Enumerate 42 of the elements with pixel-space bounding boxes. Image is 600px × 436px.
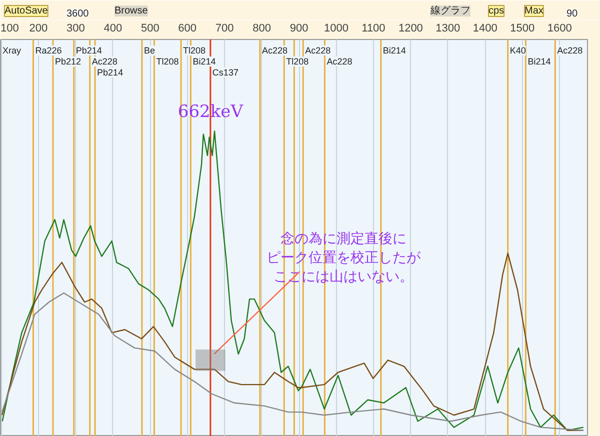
x-tick-label: 1000 bbox=[324, 22, 348, 34]
ref-line-label: Bi214 bbox=[528, 56, 551, 66]
ref-line-label: K40 bbox=[510, 46, 526, 56]
text: Browse bbox=[114, 6, 148, 16]
ref-line-label: Ra226 bbox=[35, 46, 62, 56]
x-tick-label: 900 bbox=[290, 22, 308, 34]
ref-line-label: Ac228 bbox=[557, 46, 583, 56]
text: Xray bbox=[2, 46, 22, 56]
x-tick-label: 700 bbox=[215, 22, 234, 34]
ref-line-label: Ac228 bbox=[326, 56, 352, 66]
x-tick-label: 1300 bbox=[436, 22, 460, 34]
ref-line-label: Tl208 bbox=[286, 56, 309, 66]
ref-line-label: Pb214 bbox=[76, 46, 102, 56]
x-tick-label: 400 bbox=[104, 22, 122, 34]
x-tick-label: 1600 bbox=[547, 22, 572, 34]
text: cps bbox=[488, 6, 504, 16]
x-tick-label: 500 bbox=[140, 22, 160, 34]
x-tick-label: 1100 bbox=[362, 22, 386, 34]
ref-line-label: Bi214 bbox=[192, 56, 216, 66]
ref-line-label: Be bbox=[144, 46, 155, 56]
ref-line-label: Pb214 bbox=[97, 68, 124, 78]
ref-line-label: Ac228 bbox=[92, 56, 118, 66]
x-tick-label: 1200 bbox=[398, 22, 423, 34]
ref-line-label: Tl208 bbox=[183, 46, 206, 56]
text: 線グラフ bbox=[430, 6, 470, 16]
ref-line-label: Ac228 bbox=[305, 46, 331, 56]
ref-line-label: Pb212 bbox=[54, 56, 82, 66]
x-tick-label: 1500 bbox=[510, 22, 535, 34]
x-tick-label: 800 bbox=[252, 22, 271, 34]
ref-line-label: Cs137 bbox=[212, 68, 238, 78]
text: AutoSave bbox=[4, 6, 48, 16]
ref-line-label: Ac228 bbox=[262, 46, 288, 56]
x-tick-label: 200 bbox=[29, 22, 48, 34]
text: Max bbox=[524, 6, 544, 16]
x-tick-label: 100 bbox=[0, 22, 19, 34]
ref-line-label: Tl208 bbox=[156, 56, 179, 66]
text: 3600 bbox=[66, 8, 90, 20]
ref-line-label: Bi214 bbox=[382, 46, 406, 56]
text: 90 bbox=[566, 8, 578, 20]
x-tick-label: 600 bbox=[178, 22, 197, 34]
x-tick-label: 1400 bbox=[472, 22, 498, 34]
x-tick-label: 300 bbox=[66, 22, 85, 34]
